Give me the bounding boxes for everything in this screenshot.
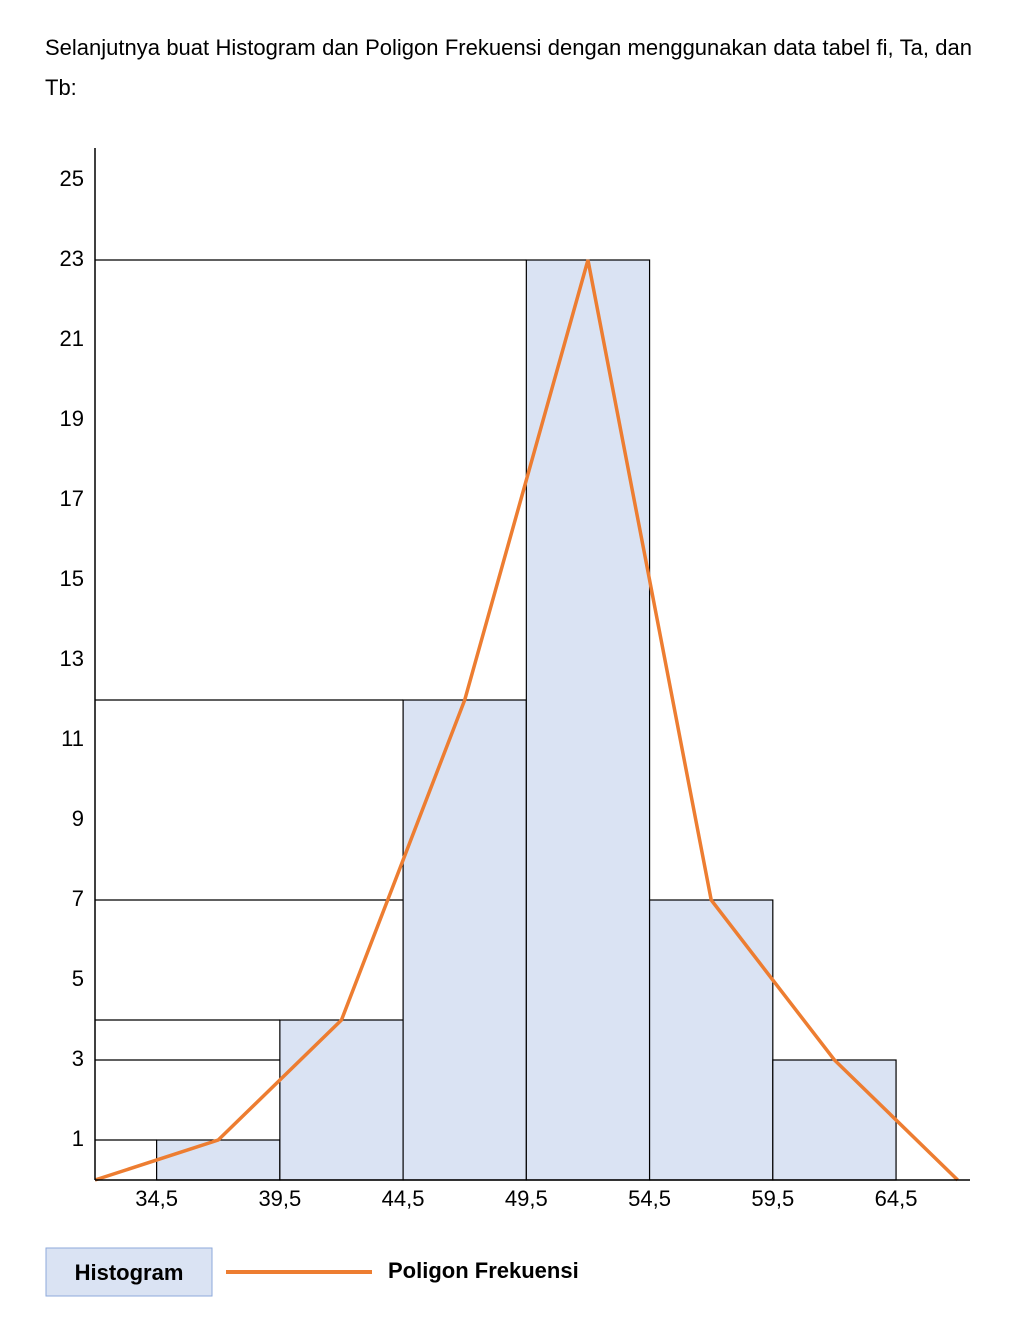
- bar: [525, 259, 651, 1181]
- x-tick-label: 54,5: [628, 1186, 671, 1211]
- y-tick-label: 13: [60, 646, 84, 671]
- y-tick-label: 9: [72, 806, 84, 831]
- x-tick-label: 34,5: [135, 1186, 178, 1211]
- y-tick-label: 3: [72, 1046, 84, 1071]
- x-tick-label: 39,5: [258, 1186, 301, 1211]
- y-tick-label: 19: [60, 406, 84, 431]
- x-tick-label: 59,5: [751, 1186, 794, 1211]
- x-tick-label: 64,5: [875, 1186, 918, 1211]
- y-tick-label: 7: [72, 886, 84, 911]
- legend-label: Poligon Frekuensi: [388, 1258, 579, 1283]
- y-tick-label: 21: [60, 326, 84, 351]
- legend-swatch: [45, 1247, 213, 1297]
- y-tick-label: 25: [60, 166, 84, 191]
- y-tick-label: 11: [61, 726, 84, 751]
- bar: [279, 1019, 404, 1181]
- polygon-line: [94, 259, 959, 1182]
- bar: [648, 899, 774, 1181]
- bar: [772, 1059, 897, 1181]
- x-tick-label: 44,5: [382, 1186, 425, 1211]
- bar: [402, 699, 527, 1181]
- intro-text: Selanjutnya buat Histogram dan Poligon F…: [45, 35, 972, 100]
- y-tick-label: 5: [72, 966, 84, 991]
- x-tick-label: 49,5: [505, 1186, 548, 1211]
- y-tick-label: 15: [60, 566, 84, 591]
- legend-label: Histogram: [75, 1260, 184, 1285]
- y-tick-label: 17: [60, 486, 84, 511]
- y-tick-label: 23: [60, 246, 84, 271]
- bar: [156, 1139, 281, 1181]
- y-tick-label: 1: [72, 1126, 84, 1151]
